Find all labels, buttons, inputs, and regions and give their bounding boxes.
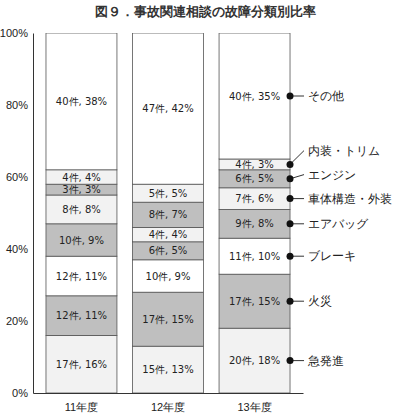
bars (46, 33, 290, 393)
bar-segment (46, 184, 117, 195)
bar-segment (219, 170, 290, 188)
bar-segment (46, 256, 117, 296)
x-tick: 11年度 (65, 393, 98, 413)
bar-segment (133, 292, 204, 346)
x-axis: 11年度 12年度 13年度 (34, 393, 304, 413)
legend-marker (287, 93, 294, 100)
legend-marker (287, 175, 294, 182)
legend-label: エンジン (308, 168, 356, 182)
data-label: 6件, 5% (149, 245, 188, 256)
data-label: 10件, 9% (146, 271, 191, 282)
x-axis-line (34, 393, 304, 394)
bar-segment (46, 195, 117, 224)
legend-label: 車体構造・外装 (308, 192, 392, 206)
y-axis: 0% 20% 40% 60% 80% 100% (0, 27, 34, 399)
data-label: 8件, 7% (149, 209, 188, 220)
data-label: 3件, 3% (62, 184, 101, 195)
legend-marker (287, 195, 294, 202)
bar-segment (133, 260, 204, 292)
bar-segment (46, 33, 117, 170)
data-label: 20件, 18% (229, 355, 280, 366)
data-label: 17件, 15% (142, 314, 193, 325)
y-tick: 80% (6, 99, 33, 111)
legend-label: 急発進 (307, 354, 344, 368)
legend-label: その他 (308, 89, 344, 103)
legend-label: エアバッグ (308, 217, 369, 231)
data-label: 4件, 4% (62, 172, 101, 183)
y-tick-label: 80% (6, 99, 28, 111)
data-label: 5件, 5% (149, 188, 188, 199)
y-tick-label: 0% (12, 387, 28, 399)
bar-segment (133, 202, 204, 227)
bar-segment (46, 224, 117, 256)
bar-segment (219, 209, 290, 238)
legend: 急発進 火災 ブレーキ エアバッグ 車体構造・外装エンジン 内装・トリムその他 (287, 89, 393, 368)
legend-label: ブレーキ (308, 249, 356, 263)
data-label: 40件, 38% (56, 96, 107, 107)
data-labels: 17件, 16% 15件, 13% 20件, 18% 12件, 11% 17件, 15%… (56, 91, 280, 376)
legend-label: 火災 (308, 294, 332, 308)
bar-segment (133, 346, 204, 393)
bar-segment (219, 188, 290, 210)
bar-segment (219, 238, 290, 274)
y-tick: 60% (6, 171, 33, 183)
data-label: 7件, 6% (235, 193, 274, 204)
y-tick: 20% (6, 315, 33, 327)
y-tick: 40% (6, 243, 33, 255)
bar-segment (219, 328, 290, 393)
bar-segment (46, 170, 117, 184)
legend-marker (287, 298, 294, 305)
bar-segment (219, 274, 290, 328)
legend-label: 内装・トリム (308, 144, 380, 158)
y-tick: 0% (12, 387, 33, 399)
y-tick-label: 100% (0, 27, 28, 39)
data-label: 17件, 16% (56, 359, 107, 370)
x-tick-label: 13年度 (237, 401, 271, 413)
bar-segment (46, 296, 117, 336)
bar-segment (219, 159, 290, 170)
y-axis-line (33, 34, 34, 394)
legend-marker (287, 161, 294, 168)
data-label: 4件, 4% (149, 229, 188, 240)
y-tick-label: 20% (6, 315, 28, 327)
legend-marker (287, 253, 294, 260)
data-label: 4件, 3% (235, 159, 274, 170)
x-tick: 12年度 (151, 393, 185, 413)
bar-segment (133, 242, 204, 260)
y-tick: 100% (0, 27, 33, 39)
data-label: 10件, 9% (59, 235, 104, 246)
bar-segment (133, 33, 204, 184)
title: 図９．事故関連相談の故障分類別比率 (95, 4, 316, 19)
bar-segment (46, 335, 117, 393)
data-label: 6件, 5% (235, 173, 274, 184)
bar-segment (219, 33, 290, 159)
data-label: 47件, 42% (142, 103, 193, 114)
x-tick-label: 12年度 (151, 401, 185, 413)
data-label: 17件, 15% (229, 296, 280, 307)
data-label: 8件, 8% (62, 204, 101, 215)
data-label: 15件, 13% (142, 364, 193, 375)
data-label: 12件, 11% (56, 310, 107, 321)
bar-segment (133, 184, 204, 202)
bar-segment (133, 227, 204, 241)
data-label: 40件, 35% (229, 91, 280, 102)
chart: 図９．事故関連相談の故障分類別比率 17件, 16% 15件, 13% 20件, 18… (0, 0, 412, 420)
x-tick: 13年度 (237, 393, 271, 413)
y-tick-label: 60% (6, 171, 28, 183)
x-tick-label: 11年度 (65, 401, 98, 413)
legend-marker (287, 357, 294, 364)
data-label: 9件, 8% (235, 218, 274, 229)
legend-marker (287, 220, 294, 227)
y-tick-label: 40% (6, 243, 28, 255)
data-label: 11件, 10% (229, 251, 280, 262)
data-label: 12件, 11% (56, 271, 107, 282)
